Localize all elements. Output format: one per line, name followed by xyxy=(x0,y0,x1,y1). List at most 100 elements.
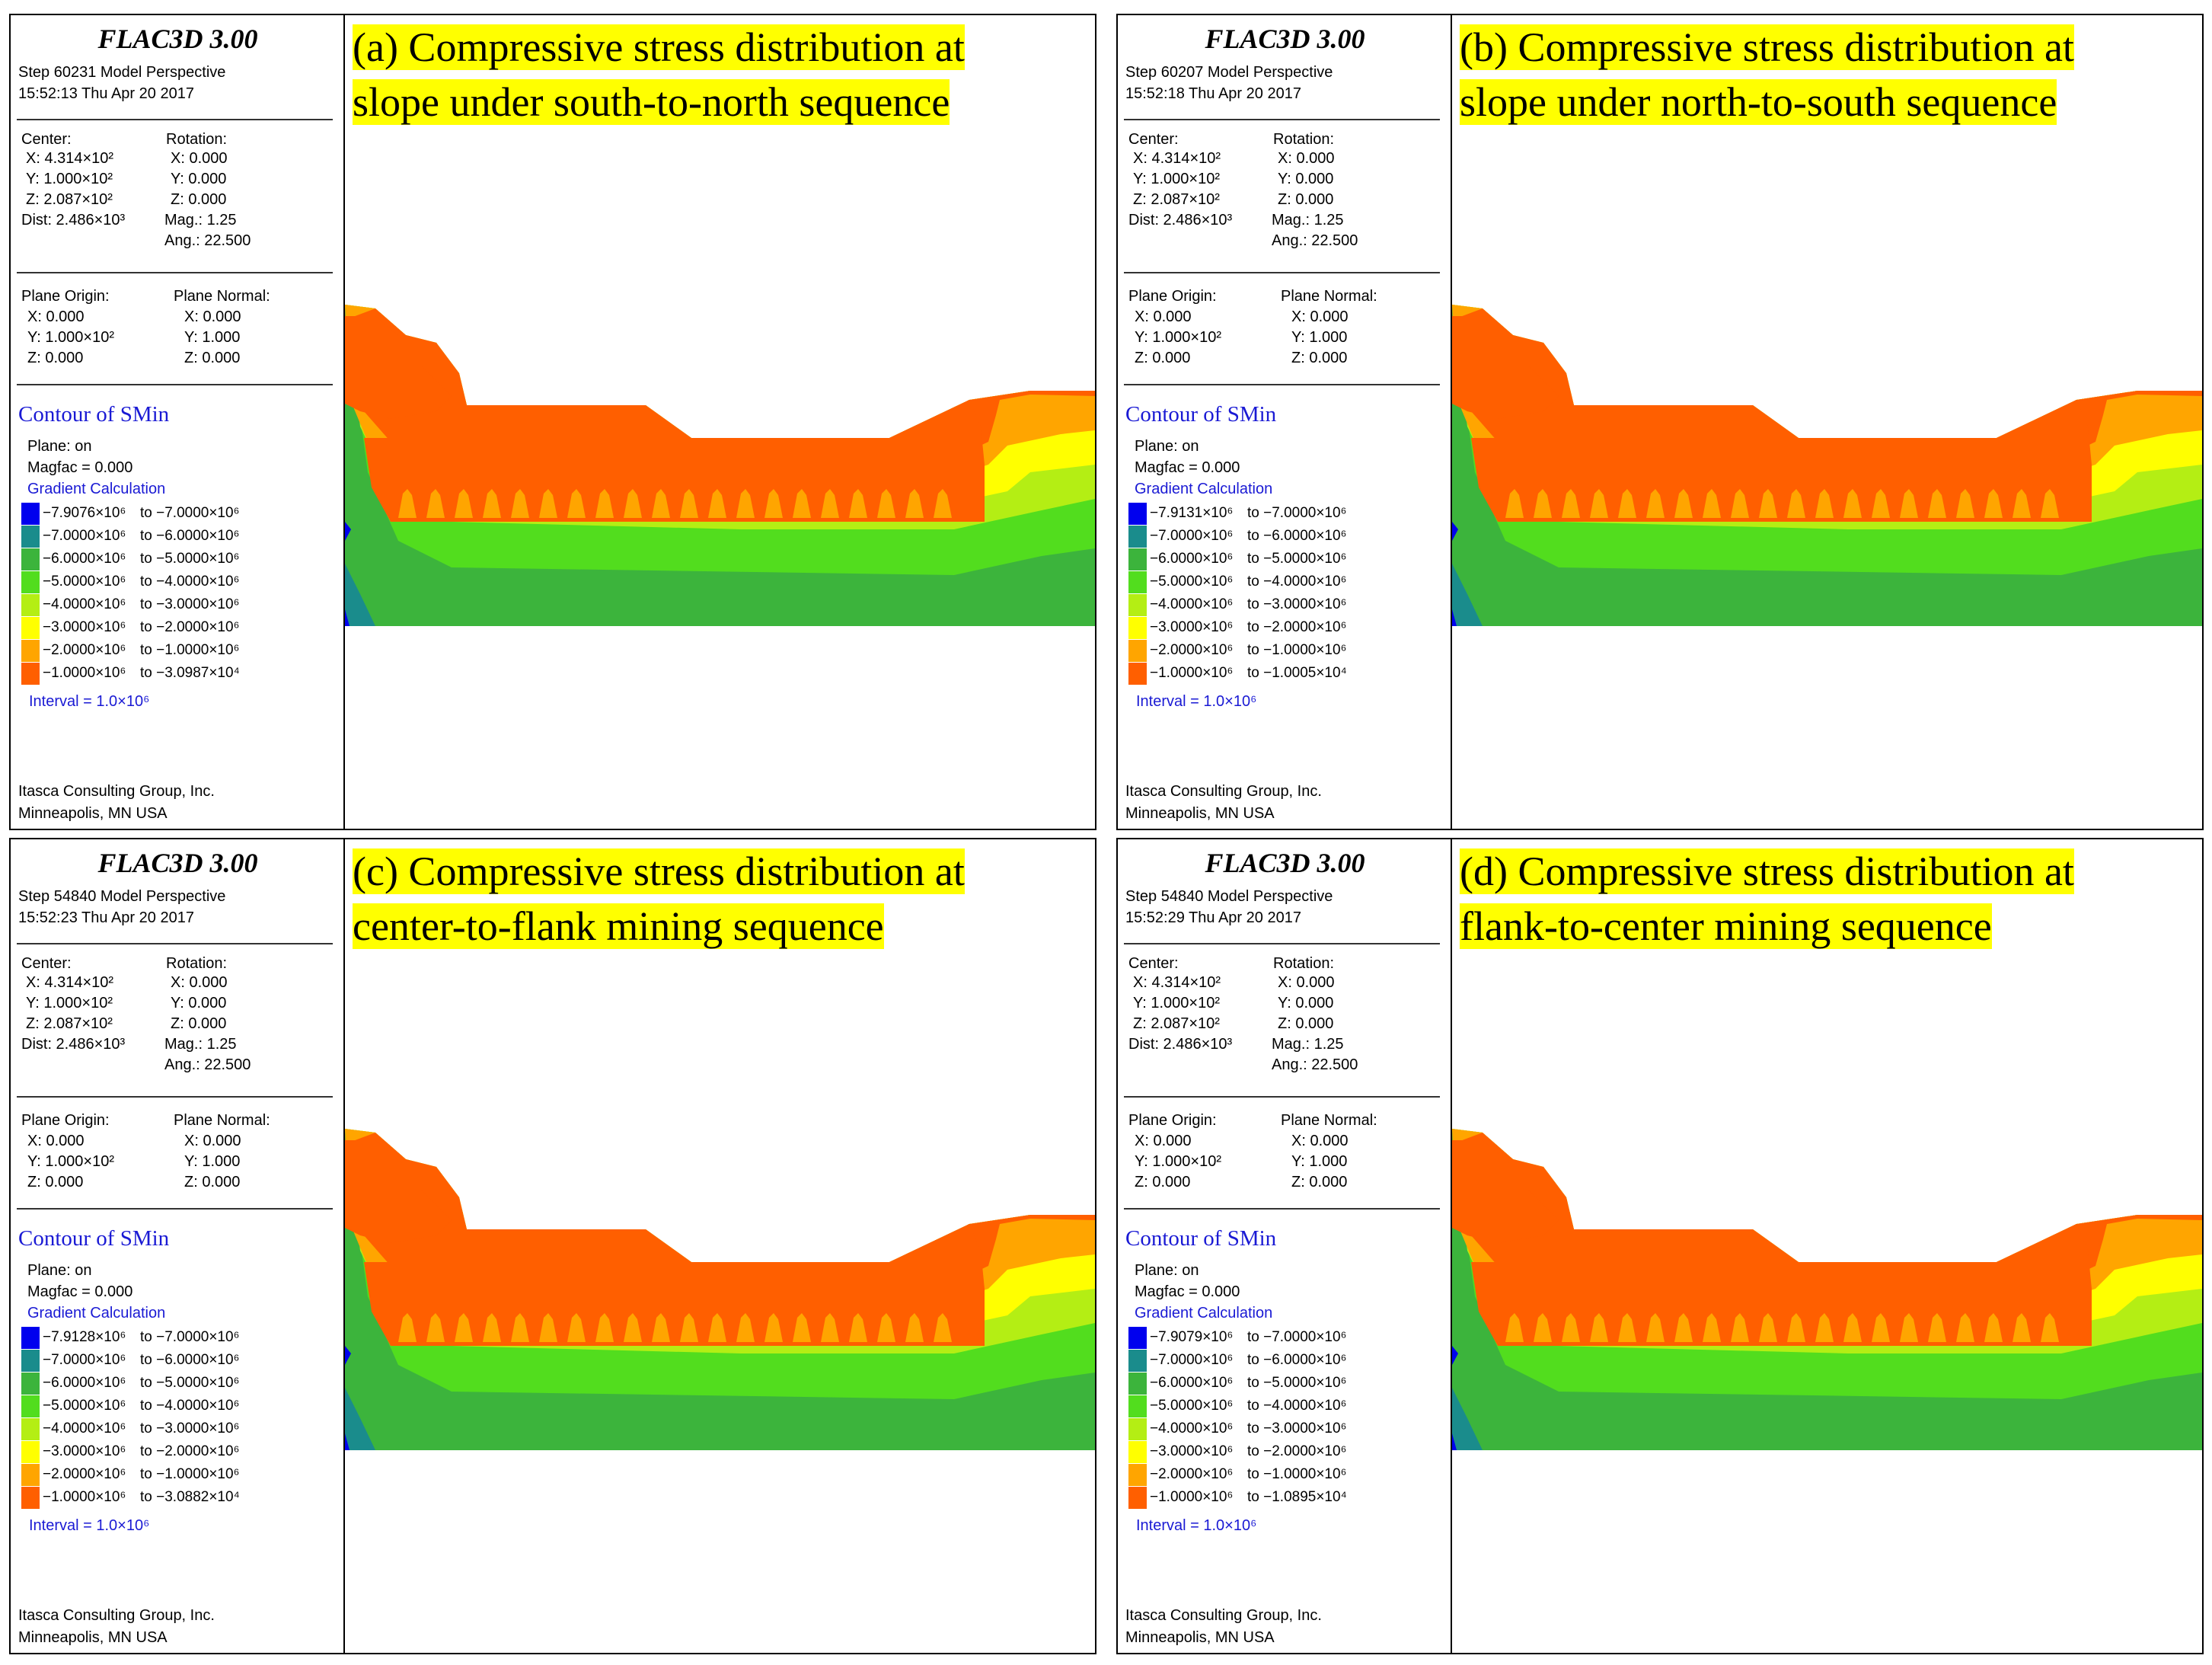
legend-from: −7.9131×10⁶ xyxy=(1150,505,1234,521)
legend-swatch xyxy=(1128,1395,1147,1417)
origin-z: Z: 0.000 xyxy=(1135,1174,1191,1190)
origin-x: X: 0.000 xyxy=(27,1133,85,1149)
app-title: FLAC3D 3.00 xyxy=(97,848,258,878)
caption-line-2: center-to-flank mining sequence xyxy=(353,903,884,949)
legend-to: to −7.0000×10⁶ xyxy=(1247,505,1347,521)
pillar-tooth xyxy=(1900,1313,1918,1342)
contour-title: Contour of SMin xyxy=(1125,402,1277,427)
contour-title: Contour of SMin xyxy=(1125,1226,1277,1251)
legend-swatch xyxy=(21,548,40,570)
legend-to: to −2.0000×10⁶ xyxy=(1247,619,1347,635)
interval: Interval = 1.0×10⁶ xyxy=(29,693,150,710)
contour-zone-red-slope xyxy=(1452,1140,1559,1243)
rot-x: X: 0.000 xyxy=(1278,150,1335,167)
legend-from: −1.0000×10⁶ xyxy=(43,665,126,681)
plane-normal-label: Plane Normal: xyxy=(1281,1112,1377,1129)
divider xyxy=(1124,1096,1440,1098)
pillar-tooth xyxy=(849,489,867,518)
legend-column: FLAC3D 3.00 Step 60207 Model Perspective… xyxy=(1118,15,1452,829)
contour-zone-blue xyxy=(345,522,351,541)
contour-zone-red xyxy=(345,1133,1095,1281)
pillar-tooth xyxy=(1534,1313,1552,1342)
legend-from: −5.0000×10⁶ xyxy=(43,1398,126,1414)
pillar-tooth xyxy=(1900,489,1918,518)
center-label: Center: xyxy=(21,131,72,148)
rot-y: Y: 0.000 xyxy=(171,995,227,1011)
contour-zone-red xyxy=(345,308,1095,457)
legend-swatch xyxy=(1128,640,1147,662)
interval: Interval = 1.0×10⁶ xyxy=(1136,693,1257,710)
magfac: Magfac = 0.000 xyxy=(1135,459,1240,476)
location-text: Minneapolis, MN USA xyxy=(18,1629,168,1646)
pillar-tooth xyxy=(1787,1313,1805,1342)
datetime-text: 15:52:18 Thu Apr 20 2017 xyxy=(1125,85,1301,102)
legend-from: −2.0000×10⁶ xyxy=(43,642,126,658)
rot-z: Z: 0.000 xyxy=(171,1015,227,1032)
legend-to: to −1.0000×10⁶ xyxy=(1247,1466,1347,1482)
pillar-tooth xyxy=(1562,1313,1580,1342)
plane-origin-label: Plane Origin: xyxy=(1128,288,1217,305)
pillar-tooth xyxy=(1731,1313,1749,1342)
dist: Dist: 2.486×10³ xyxy=(21,212,126,228)
legend-to: to −3.0000×10⁶ xyxy=(1247,596,1347,612)
plane-normal-label: Plane Normal: xyxy=(174,288,270,305)
pillar-tooth xyxy=(1562,489,1580,518)
rot-y: Y: 0.000 xyxy=(1278,995,1334,1011)
legend-from: −7.0000×10⁶ xyxy=(1150,1352,1234,1368)
magfac: Magfac = 0.000 xyxy=(1135,1283,1240,1300)
legend-to: to −1.0000×10⁶ xyxy=(1247,642,1347,658)
caption-line-1: (a) Compressive stress distribution at xyxy=(353,24,965,70)
company-text: Itasca Consulting Group, Inc. xyxy=(1125,1607,1322,1624)
legend-swatch xyxy=(1128,1487,1147,1509)
contour-zone-red-slope xyxy=(345,316,452,419)
dist: Dist: 2.486×10³ xyxy=(21,1036,126,1053)
contour-zone-blue xyxy=(345,1346,351,1365)
interval: Interval = 1.0×10⁶ xyxy=(1136,1517,1257,1534)
legend-swatch xyxy=(21,617,40,639)
panel-caption: (c) Compressive stress distribution at c… xyxy=(353,844,965,954)
legend-swatch xyxy=(21,503,40,525)
divider xyxy=(1124,943,1440,944)
location-text: Minneapolis, MN USA xyxy=(1125,805,1275,822)
pillar-tooth xyxy=(455,1313,473,1342)
legend-swatch xyxy=(1128,548,1147,570)
gradient-calculation: Gradient Calculation xyxy=(27,1305,166,1321)
legend-to: to −4.0000×10⁶ xyxy=(140,1398,240,1414)
mag: Mag.: 1.25 xyxy=(164,1036,237,1053)
rotation-label: Rotation: xyxy=(166,955,228,972)
step-text: Step 60231 Model Perspective xyxy=(18,64,226,81)
legend-swatch xyxy=(1128,503,1147,525)
pillar-tooth xyxy=(905,489,924,518)
pillar-tooth xyxy=(483,489,501,518)
legend-to: to −5.0000×10⁶ xyxy=(140,551,240,567)
pillar-tooth xyxy=(764,1313,783,1342)
contour-zone-teal xyxy=(345,564,375,626)
center-label: Center: xyxy=(21,955,72,972)
normal-y: Y: 1.000 xyxy=(1291,1153,1348,1170)
center-x: X: 4.314×10² xyxy=(1133,974,1221,991)
legend-swatch xyxy=(1128,1350,1147,1372)
pillar-tooth xyxy=(877,489,895,518)
center-z: Z: 2.087×10² xyxy=(1133,1015,1220,1032)
origin-y: Y: 1.000×10² xyxy=(1135,1153,1221,1170)
normal-y: Y: 1.000 xyxy=(184,329,241,346)
legend-to: to −6.0000×10⁶ xyxy=(1247,1352,1347,1368)
pillar-tooth xyxy=(1618,489,1636,518)
caption-line-1: (d) Compressive stress distribution at xyxy=(1460,848,2074,894)
legend-from: −4.0000×10⁶ xyxy=(1150,1421,1234,1437)
center-y: Y: 1.000×10² xyxy=(1133,995,1220,1011)
center-y: Y: 1.000×10² xyxy=(26,171,113,187)
legend-to: to −3.0000×10⁶ xyxy=(1247,1421,1347,1437)
company-text: Itasca Consulting Group, Inc. xyxy=(18,1607,215,1624)
pillar-tooth xyxy=(1872,489,1890,518)
pillar-tooth xyxy=(1984,1313,2003,1342)
app-title: FLAC3D 3.00 xyxy=(97,24,258,54)
flac3d-panel-c: FLAC3D 3.00 Step 54840 Model Perspective… xyxy=(9,838,1096,1654)
pillar-tooth xyxy=(1984,489,2003,518)
stress-contour-svg xyxy=(345,1129,1095,1450)
pillar-tooth xyxy=(595,489,614,518)
center-z: Z: 2.087×10² xyxy=(1133,191,1220,208)
legend-swatch xyxy=(21,1395,40,1417)
normal-z: Z: 0.000 xyxy=(184,1174,241,1190)
normal-z: Z: 0.000 xyxy=(184,350,241,366)
